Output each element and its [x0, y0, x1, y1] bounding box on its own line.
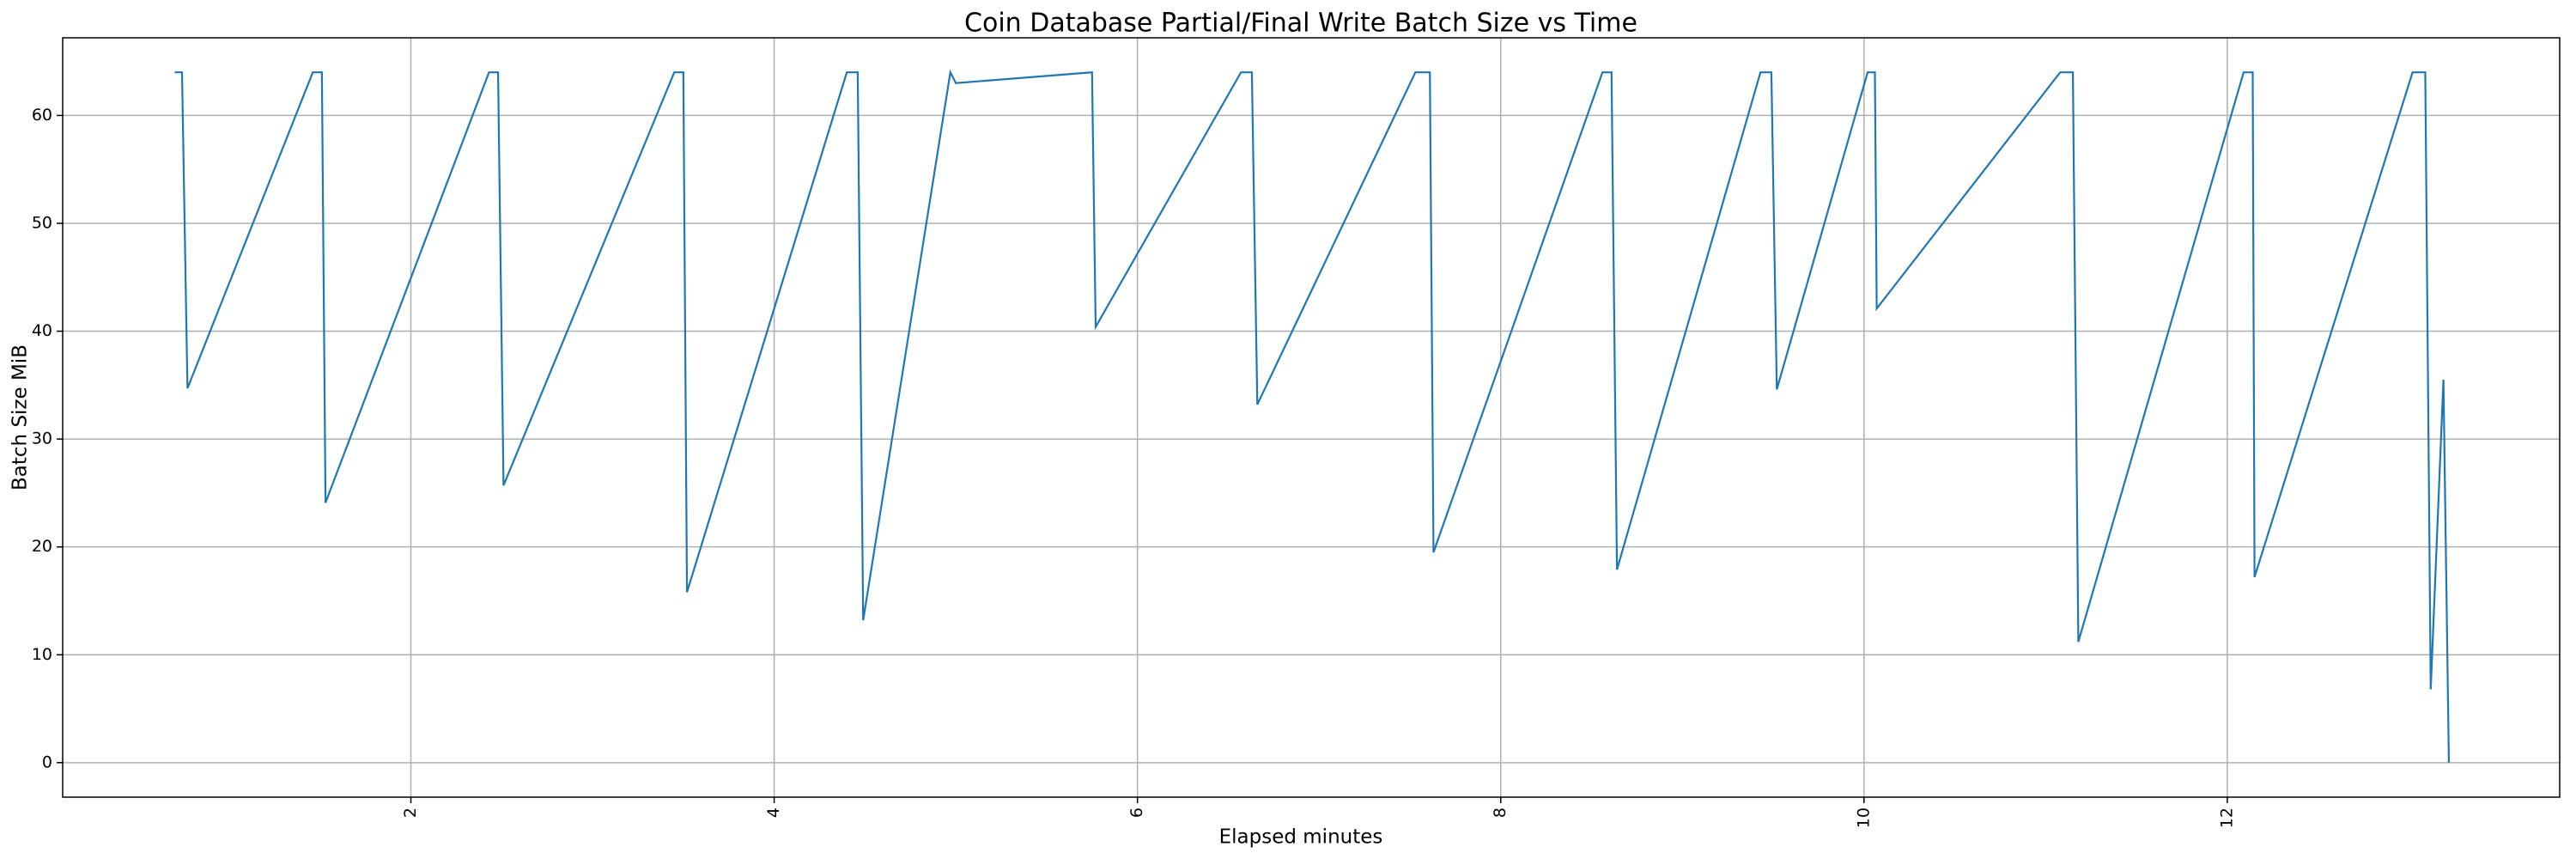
y-tick-label: 50: [32, 213, 52, 232]
y-tick-label: 40: [32, 321, 52, 340]
chart-title: Coin Database Partial/Final Write Batch …: [964, 9, 1637, 39]
x-tick-label: 12: [2217, 807, 2236, 828]
y-tick-label: 10: [32, 645, 52, 664]
data-line: [174, 69, 2451, 763]
plot-frame: [62, 37, 2561, 798]
x-tick-label: 4: [764, 807, 783, 818]
x-tick-label: 8: [1491, 807, 1510, 818]
plot: [174, 69, 2451, 763]
x-axis-label: Elapsed minutes: [1219, 826, 1383, 849]
grid: [63, 38, 2560, 797]
y-axis-label: Batch Size MiB: [9, 344, 32, 490]
x-tick-label: 10: [1854, 807, 1873, 828]
x-tick-label: 2: [401, 807, 420, 818]
y-tick-label: 0: [42, 752, 52, 771]
y-tick-label: 60: [32, 106, 52, 125]
y-tick-label: 20: [32, 537, 52, 556]
x-tick-label: 6: [1127, 807, 1146, 818]
y-tick-label: 30: [32, 430, 52, 448]
